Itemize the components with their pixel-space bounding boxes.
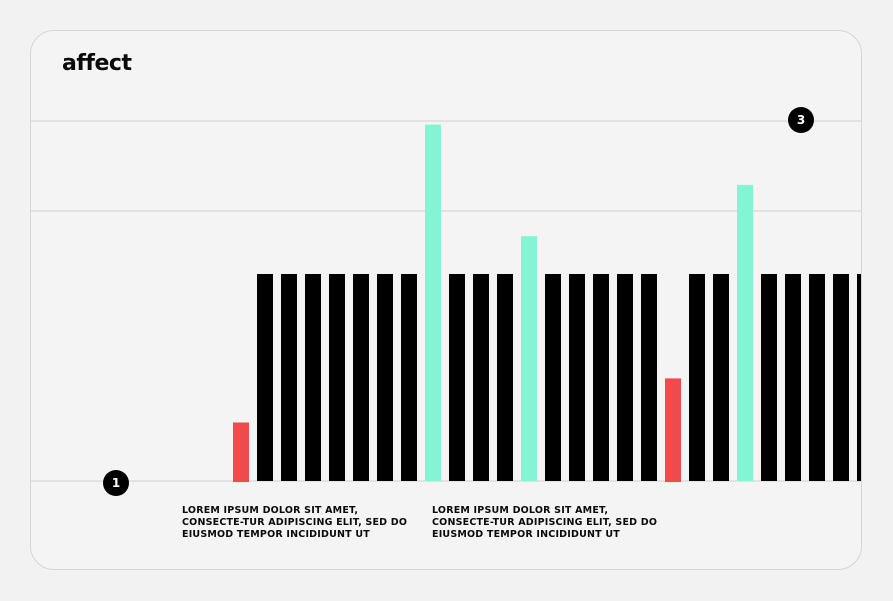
bar-chart xyxy=(31,120,861,482)
bar-22 xyxy=(641,274,657,481)
bar-24 xyxy=(689,274,705,481)
marker-3[interactable]: 3 xyxy=(788,107,814,133)
bar-31 xyxy=(857,274,861,481)
bar-18 xyxy=(545,274,561,481)
bars xyxy=(233,124,861,482)
bar-9 xyxy=(329,274,345,481)
chart-card: affect 1 3 LOREM IPSUM DOLOR SIT AMET, C… xyxy=(30,30,862,570)
bar-15 xyxy=(473,274,489,481)
bar-5 xyxy=(233,422,249,482)
bar-8 xyxy=(305,274,321,481)
bar-6 xyxy=(257,274,273,481)
bar-20 xyxy=(593,274,609,481)
bar-17 xyxy=(521,236,537,481)
bar-19 xyxy=(569,274,585,481)
bar-11 xyxy=(377,274,393,481)
bar-27 xyxy=(761,274,777,481)
annotation-right: LOREM IPSUM DOLOR SIT AMET, CONSECTE-TUR… xyxy=(432,505,658,540)
bar-30 xyxy=(833,274,849,481)
bar-26 xyxy=(737,184,753,481)
brand-logo: affect xyxy=(62,51,132,76)
marker-1[interactable]: 1 xyxy=(103,470,129,496)
bar-10 xyxy=(353,274,369,481)
bar-23 xyxy=(665,378,681,482)
bar-29 xyxy=(809,274,825,481)
bar-28 xyxy=(785,274,801,481)
bar-13 xyxy=(425,124,441,481)
bar-21 xyxy=(617,274,633,481)
bar-14 xyxy=(449,274,465,481)
bar-25 xyxy=(713,274,729,481)
annotation-left: LOREM IPSUM DOLOR SIT AMET, CONSECTE-TUR… xyxy=(182,505,408,540)
bar-12 xyxy=(401,274,417,481)
bar-7 xyxy=(281,274,297,481)
bar-16 xyxy=(497,274,513,481)
